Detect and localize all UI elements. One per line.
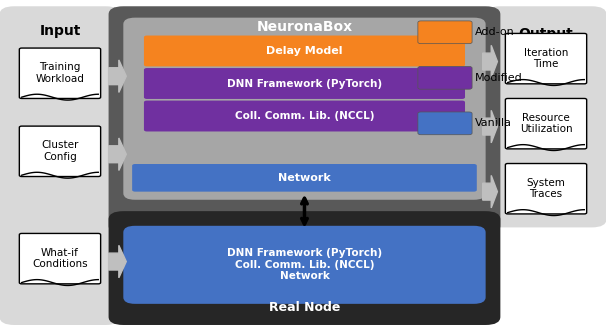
Polygon shape <box>483 175 498 208</box>
Text: Input: Input <box>39 24 81 38</box>
Text: Delay Model: Delay Model <box>266 46 343 56</box>
Text: Modified: Modified <box>475 73 523 83</box>
FancyBboxPatch shape <box>144 101 465 132</box>
FancyBboxPatch shape <box>144 68 465 99</box>
FancyBboxPatch shape <box>108 211 501 325</box>
Text: Network: Network <box>278 173 331 183</box>
Polygon shape <box>483 110 498 143</box>
FancyBboxPatch shape <box>0 6 121 325</box>
FancyBboxPatch shape <box>505 98 587 149</box>
Text: Vanilla: Vanilla <box>475 118 512 128</box>
FancyBboxPatch shape <box>123 18 485 200</box>
Text: NeuronaBox: NeuronaBox <box>256 20 353 34</box>
FancyBboxPatch shape <box>418 21 472 44</box>
Text: DNN Framework (PyTorch)
Coll. Comm. Lib. (NCCL)
Network: DNN Framework (PyTorch) Coll. Comm. Lib.… <box>227 248 382 281</box>
Polygon shape <box>108 138 126 171</box>
Text: Coll. Comm. Lib. (NCCL): Coll. Comm. Lib. (NCCL) <box>235 111 375 121</box>
FancyBboxPatch shape <box>505 33 587 84</box>
Text: Iteration
Time: Iteration Time <box>524 48 568 69</box>
Text: Cluster
Config: Cluster Config <box>41 140 79 162</box>
FancyBboxPatch shape <box>19 48 101 98</box>
Text: Real Node: Real Node <box>269 300 340 314</box>
FancyBboxPatch shape <box>123 226 485 304</box>
FancyBboxPatch shape <box>144 35 465 67</box>
FancyBboxPatch shape <box>418 67 472 89</box>
Polygon shape <box>108 60 126 92</box>
Text: Add-on: Add-on <box>475 27 514 37</box>
Polygon shape <box>108 245 126 278</box>
Text: Resource
Utilization: Resource Utilization <box>520 113 572 134</box>
FancyBboxPatch shape <box>19 234 101 284</box>
Text: Output: Output <box>519 27 573 41</box>
FancyBboxPatch shape <box>19 126 101 176</box>
FancyBboxPatch shape <box>505 164 587 214</box>
Text: System
Traces: System Traces <box>527 177 565 199</box>
FancyBboxPatch shape <box>418 112 472 135</box>
FancyBboxPatch shape <box>108 6 501 234</box>
FancyBboxPatch shape <box>485 6 606 227</box>
FancyBboxPatch shape <box>132 164 477 192</box>
Text: Training
Workload: Training Workload <box>36 62 84 84</box>
Polygon shape <box>483 45 498 78</box>
Text: DNN Framework (PyTorch): DNN Framework (PyTorch) <box>227 78 382 89</box>
Text: What-if
Conditions: What-if Conditions <box>32 248 88 269</box>
